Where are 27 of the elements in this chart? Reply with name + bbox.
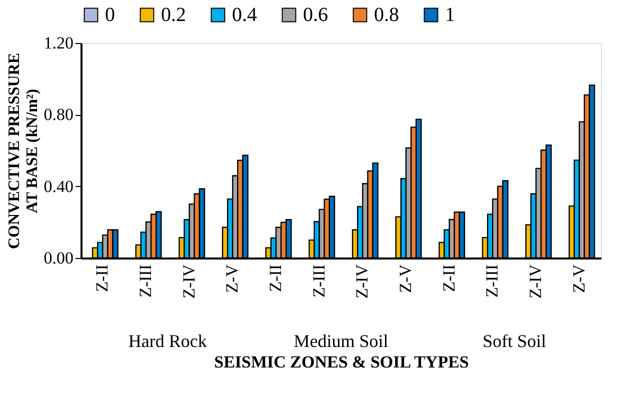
y-tick-label: 1.20 bbox=[44, 34, 74, 52]
x-tick-label: Z-III bbox=[136, 264, 155, 298]
x-tick-label: Z-II bbox=[266, 264, 285, 292]
text: Soft Soil bbox=[482, 331, 546, 351]
y-axis-title: CONVECTIVE PRESSURE AT BASE (kN/m²) bbox=[6, 52, 41, 250]
legend-label: 0.2 bbox=[161, 4, 186, 26]
x-tick-label: Z-II bbox=[439, 264, 458, 292]
x-tick-label: Z-V bbox=[569, 264, 588, 293]
legend-label: 0.6 bbox=[303, 4, 328, 26]
legend-label: 0.8 bbox=[374, 4, 399, 26]
legend-label: 0 bbox=[105, 4, 115, 26]
x-tick-label: Z-IV bbox=[526, 264, 545, 298]
x-tick-label: Z-V bbox=[222, 264, 242, 293]
legend-label: 0.4 bbox=[232, 4, 257, 26]
x-tick-label: Z-III bbox=[482, 264, 502, 298]
x-tick-label: Z-IV bbox=[352, 264, 372, 298]
x-axis-title: SEISMIC ZONES & SOIL TYPES bbox=[214, 352, 469, 372]
x-tick-label: Z-II bbox=[92, 264, 112, 292]
x-tick-label: Z-V bbox=[396, 264, 415, 293]
legend-label: 1 bbox=[445, 4, 455, 26]
y-tick-label: 0.40 bbox=[44, 176, 74, 196]
text: Medium Soil bbox=[294, 331, 388, 351]
x-tick-label: Z-IV bbox=[179, 264, 198, 298]
y-tick-label: 0.00 bbox=[44, 248, 74, 268]
x-tick-label: Z-III bbox=[309, 264, 328, 298]
y-tick-label: 0.80 bbox=[44, 105, 74, 124]
text: Hard Rock bbox=[128, 331, 207, 351]
